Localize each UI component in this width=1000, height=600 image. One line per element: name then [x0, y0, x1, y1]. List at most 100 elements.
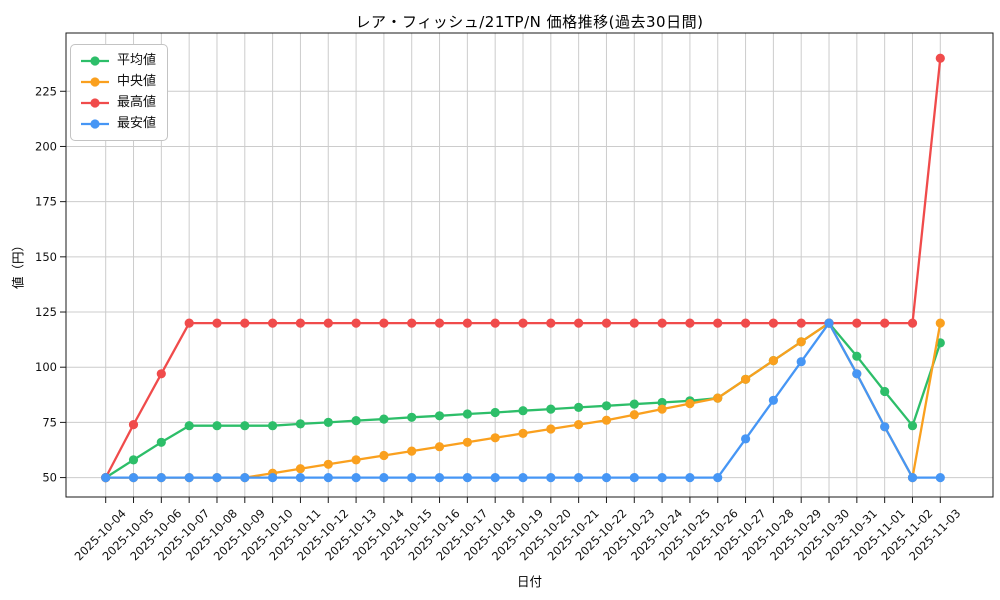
series-point — [295, 318, 305, 328]
legend-item-3: 最安値 — [80, 116, 156, 132]
series-point — [713, 318, 723, 328]
series-point — [741, 434, 751, 444]
series-point — [240, 473, 250, 483]
y-tick-label: 100 — [35, 360, 57, 374]
series-point — [907, 473, 918, 483]
legend-item-2: 最高値 — [80, 95, 156, 111]
y-tick-label: 125 — [35, 305, 57, 319]
series-point — [323, 417, 333, 427]
series-point — [240, 421, 250, 431]
series-point — [657, 473, 667, 483]
series-point — [935, 473, 945, 483]
series-point — [574, 420, 584, 430]
series-point — [685, 473, 695, 483]
series-point — [212, 318, 222, 328]
legend-label: 最安値 — [117, 116, 157, 131]
series-point — [629, 318, 639, 328]
series-point — [824, 318, 834, 328]
series-point — [490, 318, 500, 328]
series-point — [713, 473, 723, 483]
series-point — [184, 473, 194, 483]
series-point — [379, 450, 389, 461]
series-point — [546, 424, 556, 434]
legend-marker — [81, 119, 109, 129]
series-point — [295, 473, 305, 483]
series-point — [907, 421, 918, 431]
legend-item-1: 中央値 — [80, 74, 156, 90]
series-point — [462, 437, 472, 447]
series-point — [685, 399, 695, 409]
series-point — [629, 410, 639, 420]
series-point — [880, 386, 890, 397]
series-point — [657, 318, 667, 328]
y-tick-label: 225 — [35, 84, 57, 98]
x-axis-label: 日付 — [516, 574, 542, 589]
series-point — [128, 420, 139, 430]
series-point — [574, 402, 584, 412]
series-point — [101, 473, 111, 483]
plot-border — [65, 32, 994, 498]
series-point — [601, 401, 612, 411]
series-point — [351, 455, 361, 465]
series-point — [852, 351, 862, 361]
series-point — [935, 53, 945, 63]
series-point — [518, 473, 528, 483]
series-point — [156, 473, 166, 483]
legend-marker — [81, 77, 109, 87]
series-point — [407, 473, 417, 483]
y-axis-label: 値（円） — [10, 238, 26, 290]
series-point — [379, 318, 389, 328]
series-point — [323, 459, 333, 469]
legend-marker — [81, 56, 109, 66]
series-point — [601, 318, 612, 328]
y-tick-label: 200 — [35, 139, 57, 153]
series-point — [768, 356, 779, 366]
y-tick-label: 175 — [35, 195, 57, 209]
series-point — [796, 357, 806, 367]
series-point — [685, 318, 695, 328]
y-tick-label: 150 — [35, 250, 57, 264]
series-point — [156, 437, 166, 447]
series-point — [323, 473, 333, 483]
series-point — [768, 395, 779, 405]
series-point — [434, 411, 445, 421]
series-point — [880, 318, 890, 328]
series-point — [574, 473, 584, 483]
series-point — [852, 369, 862, 379]
series-point — [295, 419, 305, 429]
series-point — [462, 473, 472, 483]
series-point — [212, 421, 222, 431]
series-point — [796, 318, 806, 328]
series-point — [657, 397, 667, 408]
series-point — [907, 318, 918, 328]
series-point — [518, 406, 528, 416]
series-point — [574, 318, 584, 328]
series-point — [796, 337, 806, 347]
series-point — [268, 318, 278, 328]
series-point — [629, 473, 639, 483]
series-point — [268, 421, 278, 431]
series-point — [657, 404, 667, 414]
series-point — [184, 318, 194, 328]
series-point — [240, 318, 250, 328]
series-point — [212, 473, 222, 483]
series-point — [351, 318, 361, 328]
legend-label: 最高値 — [117, 95, 157, 110]
series-point — [351, 416, 361, 426]
series-point — [434, 442, 445, 452]
series-point — [546, 404, 556, 414]
series-point — [490, 473, 500, 483]
series-point — [518, 428, 528, 438]
series-point — [518, 318, 528, 328]
series-point — [713, 393, 723, 403]
series-point — [601, 415, 612, 425]
series-point — [490, 433, 500, 443]
series-point — [546, 473, 556, 483]
series-point — [462, 318, 472, 328]
series-point — [490, 407, 500, 418]
series-point — [268, 473, 278, 483]
legend-item-0: 平均値 — [80, 53, 156, 69]
legend-label: 平均値 — [117, 53, 157, 68]
series-point — [741, 374, 751, 384]
